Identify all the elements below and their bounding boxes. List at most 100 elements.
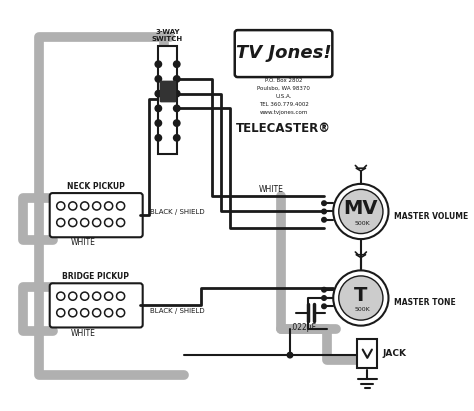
Circle shape: [322, 217, 326, 222]
Circle shape: [56, 202, 65, 210]
Text: 500K: 500K: [355, 307, 371, 312]
Circle shape: [322, 209, 326, 214]
Circle shape: [81, 309, 89, 317]
Circle shape: [322, 201, 326, 206]
Text: .022μF: .022μF: [290, 323, 316, 332]
Circle shape: [70, 293, 75, 299]
Text: MASTER TONE: MASTER TONE: [394, 298, 456, 307]
Circle shape: [339, 276, 383, 320]
Circle shape: [155, 76, 162, 82]
FancyBboxPatch shape: [50, 283, 143, 328]
Circle shape: [173, 135, 180, 141]
Circle shape: [82, 220, 87, 225]
Circle shape: [56, 292, 65, 300]
Circle shape: [70, 203, 75, 208]
Bar: [158, 46, 177, 155]
Circle shape: [117, 292, 125, 300]
Circle shape: [173, 90, 180, 97]
Circle shape: [56, 218, 65, 227]
Circle shape: [69, 218, 77, 227]
Text: JACK: JACK: [382, 349, 406, 358]
Circle shape: [81, 292, 89, 300]
Text: BRIDGE PICKUP: BRIDGE PICKUP: [62, 272, 129, 282]
FancyBboxPatch shape: [50, 193, 143, 237]
FancyBboxPatch shape: [235, 30, 332, 77]
Circle shape: [118, 203, 123, 208]
Circle shape: [333, 184, 389, 239]
Circle shape: [117, 309, 125, 317]
Circle shape: [287, 352, 293, 358]
Text: P.O. Box 2802: P.O. Box 2802: [265, 78, 302, 83]
Circle shape: [155, 135, 162, 141]
Circle shape: [155, 90, 162, 97]
Circle shape: [155, 61, 162, 67]
Circle shape: [104, 292, 113, 300]
Text: TV Jones!: TV Jones!: [236, 44, 331, 62]
Circle shape: [94, 220, 99, 225]
Circle shape: [69, 309, 77, 317]
Text: MV: MV: [344, 199, 378, 218]
Circle shape: [104, 309, 113, 317]
Circle shape: [81, 218, 89, 227]
Circle shape: [82, 293, 87, 299]
Circle shape: [58, 220, 64, 225]
Text: WHITE: WHITE: [259, 185, 284, 194]
Circle shape: [69, 292, 77, 300]
Circle shape: [92, 218, 101, 227]
Text: BLACK / SHIELD: BLACK / SHIELD: [150, 308, 205, 314]
Circle shape: [106, 310, 111, 315]
Circle shape: [104, 218, 113, 227]
Circle shape: [106, 203, 111, 208]
Circle shape: [333, 270, 389, 326]
Circle shape: [173, 61, 180, 67]
Circle shape: [106, 220, 111, 225]
Text: T: T: [354, 286, 367, 305]
Circle shape: [92, 292, 101, 300]
Circle shape: [92, 309, 101, 317]
Circle shape: [173, 76, 180, 82]
Circle shape: [58, 203, 64, 208]
Circle shape: [322, 304, 326, 309]
Circle shape: [118, 220, 123, 225]
Circle shape: [322, 296, 326, 300]
Circle shape: [173, 105, 180, 112]
Text: 3-WAY
SWITCH: 3-WAY SWITCH: [152, 29, 183, 42]
Bar: [160, 81, 175, 101]
Circle shape: [94, 203, 99, 208]
Text: TEL 360.779.4002: TEL 360.779.4002: [259, 102, 309, 107]
Bar: [160, 81, 175, 101]
Text: TELECASTER®: TELECASTER®: [236, 122, 331, 135]
Circle shape: [94, 293, 99, 299]
Circle shape: [155, 105, 162, 112]
Text: WHITE: WHITE: [71, 328, 95, 337]
Circle shape: [106, 293, 111, 299]
Text: www.tvjones.com: www.tvjones.com: [259, 110, 308, 115]
Circle shape: [117, 218, 125, 227]
Text: NECK PICKUP: NECK PICKUP: [67, 182, 125, 191]
Circle shape: [92, 202, 101, 210]
Text: Poulsbo, WA 98370: Poulsbo, WA 98370: [257, 86, 310, 91]
Circle shape: [69, 202, 77, 210]
Circle shape: [339, 189, 383, 233]
Circle shape: [58, 310, 64, 315]
Text: MASTER VOLUME: MASTER VOLUME: [394, 212, 468, 221]
Circle shape: [94, 310, 99, 315]
Circle shape: [104, 202, 113, 210]
Text: WHITE: WHITE: [71, 238, 95, 247]
Text: BLACK / SHIELD: BLACK / SHIELD: [150, 209, 205, 215]
Text: 500K: 500K: [355, 221, 371, 226]
Circle shape: [58, 293, 64, 299]
Bar: [357, 339, 377, 368]
Circle shape: [155, 120, 162, 126]
Circle shape: [118, 293, 123, 299]
Text: U.S.A.: U.S.A.: [275, 94, 292, 99]
Circle shape: [322, 287, 326, 292]
Circle shape: [81, 202, 89, 210]
Circle shape: [82, 310, 87, 315]
Circle shape: [70, 220, 75, 225]
Circle shape: [70, 310, 75, 315]
Circle shape: [82, 203, 87, 208]
Circle shape: [118, 310, 123, 315]
Circle shape: [56, 309, 65, 317]
Circle shape: [173, 120, 180, 126]
